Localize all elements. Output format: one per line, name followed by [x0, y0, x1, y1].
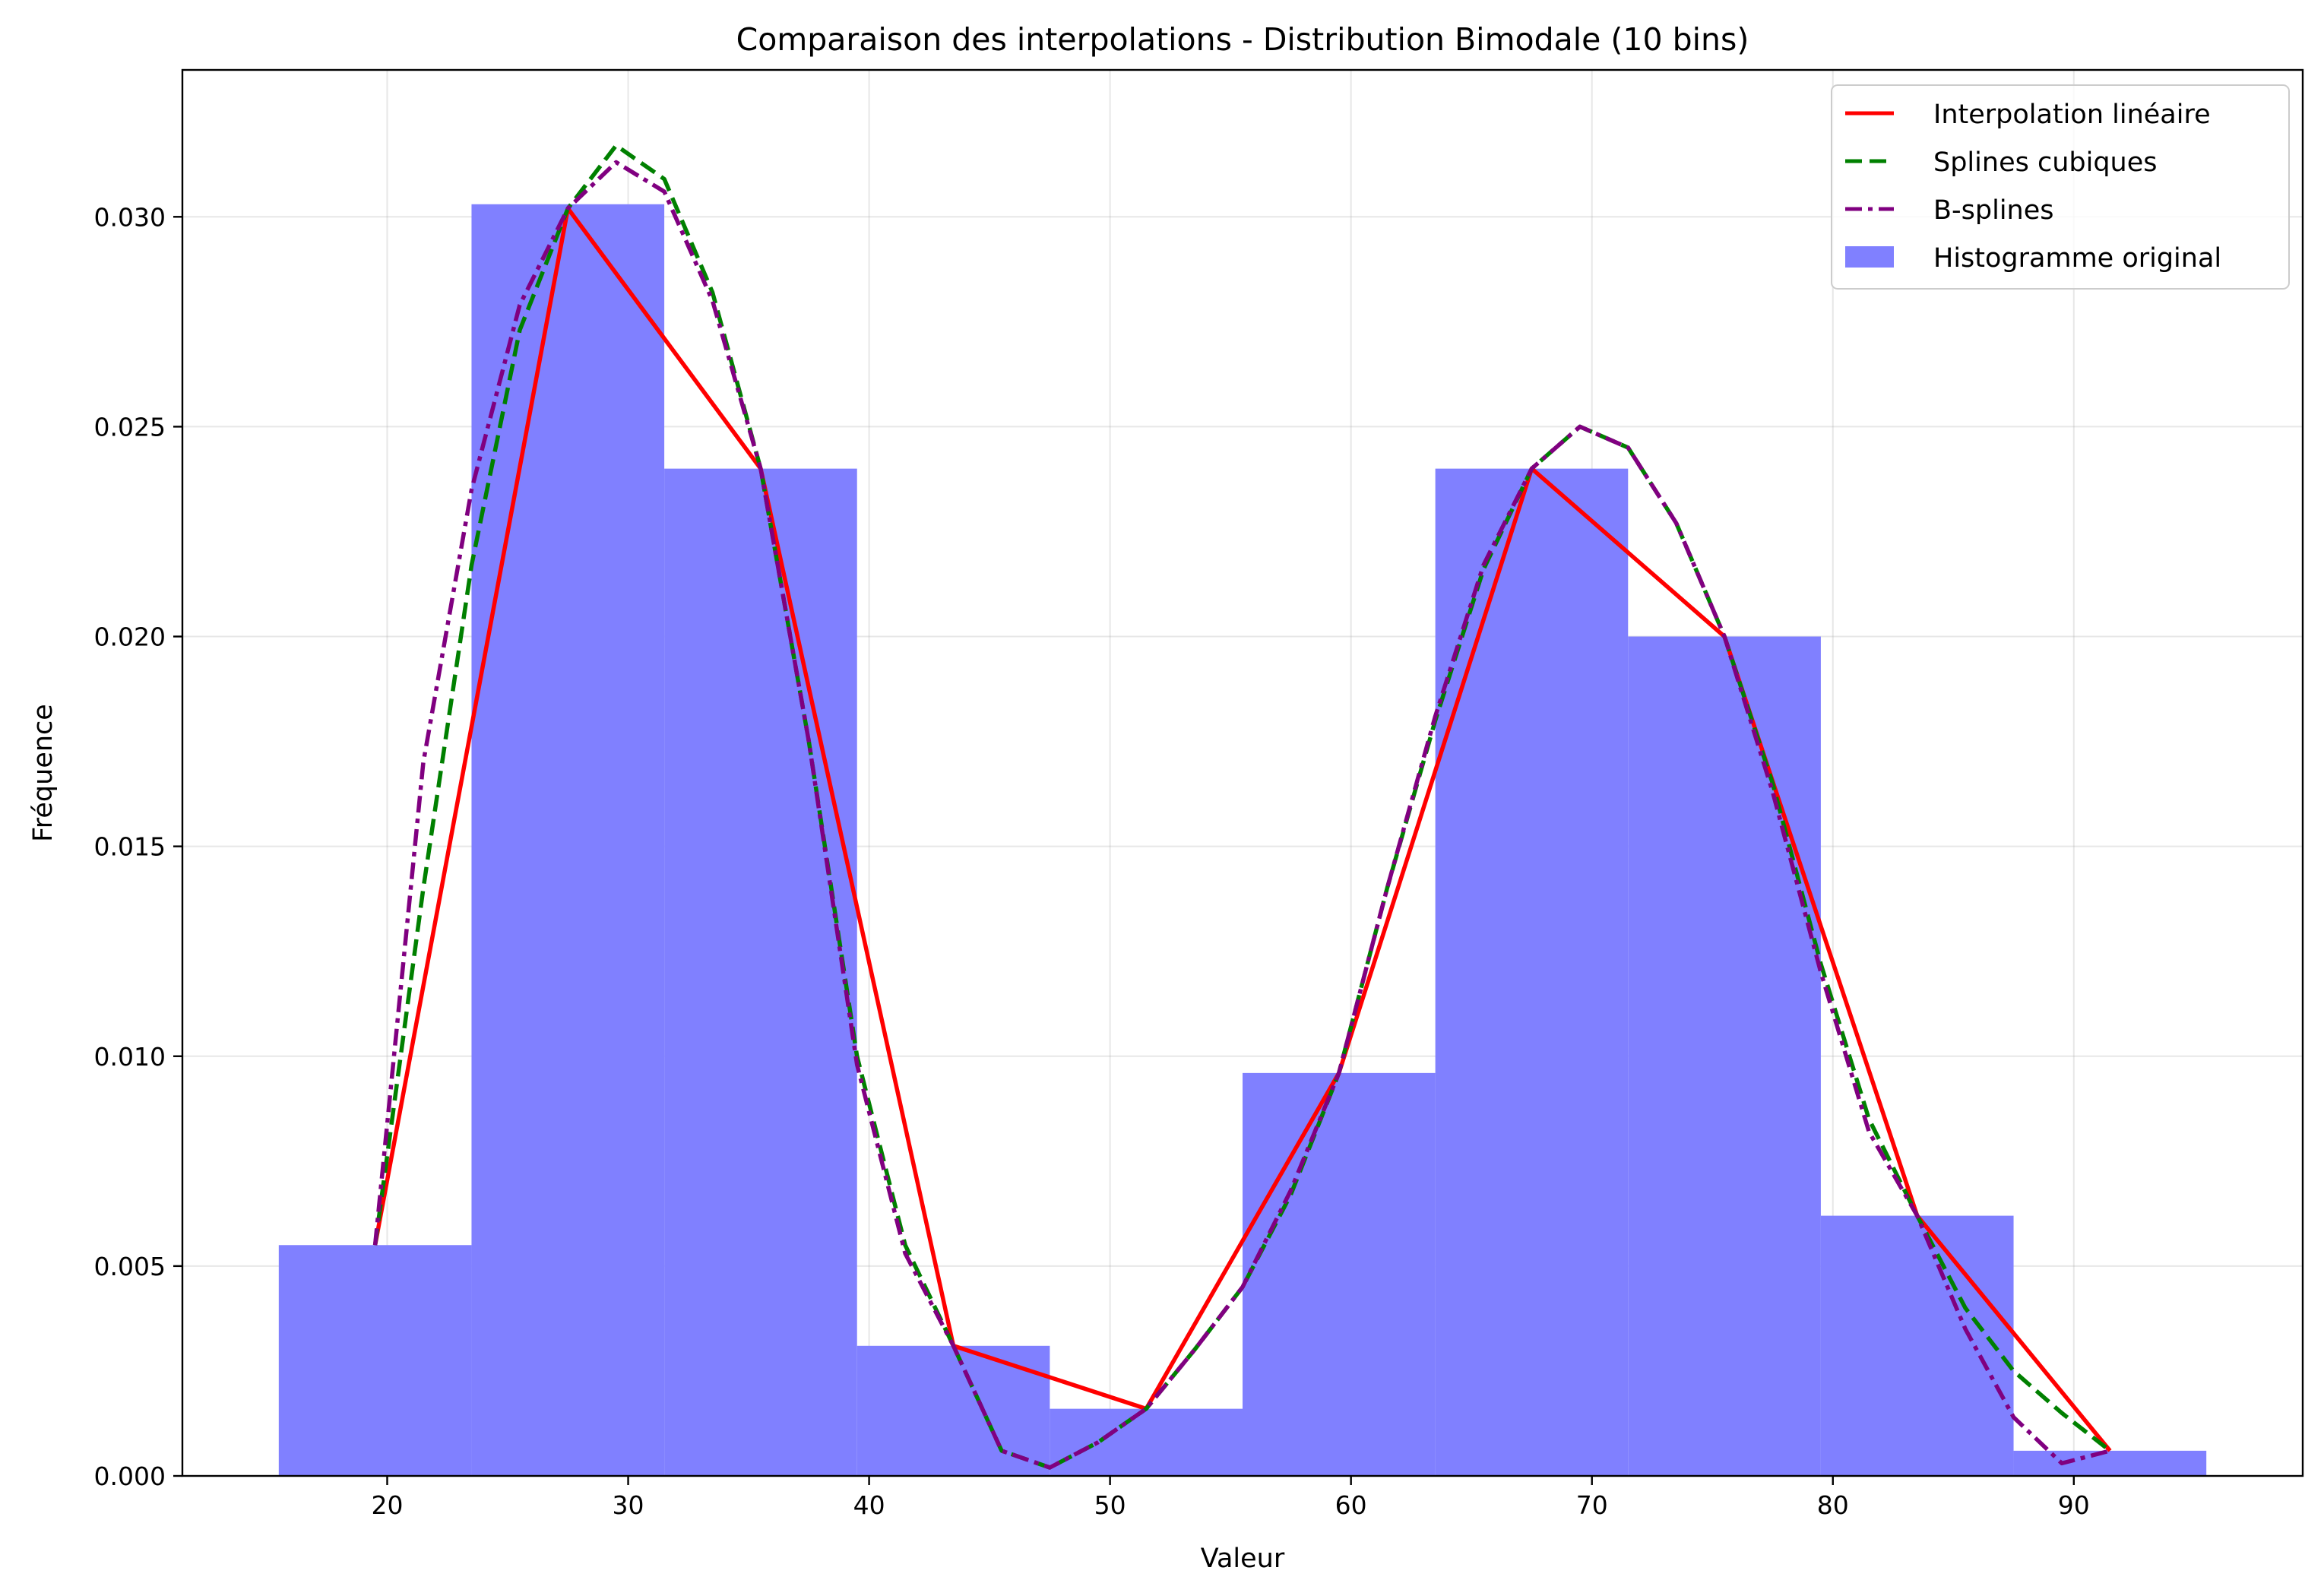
histogram-bar-1	[278, 1245, 472, 1476]
x-tick-label-90: 90	[2058, 1490, 2090, 1520]
x-axis-label: Valeur	[1201, 1544, 1285, 1574]
histogram-bars	[278, 204, 2207, 1476]
legend-label-bspline: B-splines	[1933, 195, 2054, 226]
histogram-bar-9	[1820, 1215, 2014, 1476]
legend-label-linear: Interpolation linéaire	[1933, 100, 2211, 130]
legend-label-cubic: Splines cubiques	[1933, 147, 2158, 178]
x-tick-label-40: 40	[853, 1490, 885, 1520]
x-tick-label-60: 60	[1335, 1490, 1367, 1520]
histogram-bar-8	[1628, 636, 1821, 1476]
histogram-bar-2	[471, 204, 665, 1476]
histogram-bar-3	[664, 468, 857, 1476]
legend: Interpolation linéaire Splines cubiques …	[1831, 84, 2290, 290]
series-line-3	[372, 160, 2111, 1470]
axis-ticks: 20 30 40 50 60 70 80 90 0.000 0.005 0.010 0.015 0.02…	[94, 202, 2090, 1520]
x-tick-label-80: 80	[1817, 1490, 1849, 1520]
y-tick-label-0.020: 0.020	[94, 622, 166, 652]
x-tick-label-50: 50	[1094, 1490, 1126, 1520]
x-tick-label-20: 20	[371, 1490, 403, 1520]
plot-frame	[181, 68, 2304, 1477]
y-tick-label-0.025: 0.025	[94, 412, 166, 442]
y-tick-label-0.010: 0.010	[94, 1042, 166, 1072]
y-tick-label-0.005: 0.005	[94, 1252, 166, 1281]
histogram-bar-10	[2013, 1450, 2207, 1476]
chart-title: Comparaison des interpolations - Distrib…	[736, 21, 1749, 58]
x-tick-label-30: 30	[613, 1490, 644, 1520]
y-tick-label-0.030: 0.030	[94, 202, 166, 232]
histogram-bar-7	[1435, 468, 1629, 1476]
histogram-bar-6	[1243, 1072, 1436, 1476]
interpolation-lines	[372, 143, 2112, 1470]
histogram-bar-5	[1050, 1408, 1243, 1476]
legend-swatch-histogram	[1845, 246, 1894, 268]
series-line-2	[372, 143, 2112, 1470]
series-line-1	[372, 206, 2112, 1452]
x-tick-label-70: 70	[1576, 1490, 1608, 1520]
legend-label-histogram: Histogramme original	[1933, 243, 2221, 274]
y-tick-label-0.015: 0.015	[94, 832, 166, 862]
legend-box	[1831, 84, 2290, 290]
y-axis-label: Fréquence	[28, 704, 59, 842]
y-tick-label-0.000: 0.000	[94, 1461, 166, 1491]
